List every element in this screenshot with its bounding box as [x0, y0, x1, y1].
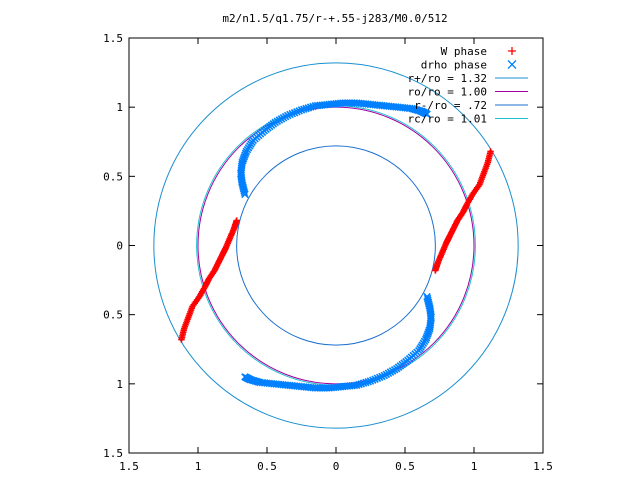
- x-tick-label-1: 1: [195, 460, 202, 473]
- chart-title: m2/n1.5/q1.75/r-+.55-j283/M0.0/512: [222, 12, 447, 25]
- legend-label-5: rc/ro = 1.01: [408, 113, 487, 126]
- circle-0: [153, 62, 519, 429]
- y-tick-label-1: 1: [116, 101, 123, 114]
- legend-label-3: ro/ro = 1.00: [408, 86, 487, 99]
- legend-label-4: r-/ro = .72: [414, 99, 487, 112]
- legend-marker-1: [507, 60, 517, 69]
- point-1-0-23: [241, 149, 250, 158]
- x-tick-label-6: 1.5: [533, 460, 553, 473]
- x-tick-label-3: 0: [333, 460, 340, 473]
- point-1-0-114: [423, 110, 431, 118]
- series-drho-phase: [237, 99, 435, 392]
- y-tick-label-2: 0.5: [103, 170, 123, 183]
- point-0-1-78: [233, 217, 240, 224]
- x-tick-label-4: 0.5: [395, 460, 415, 473]
- y-tick-label-0: 1.5: [103, 32, 123, 45]
- circle-2: [236, 145, 436, 346]
- y-tick-label-3: 0: [116, 240, 123, 253]
- legend-label-0: W phase: [441, 45, 487, 58]
- tick-labels: 1.5 1 0.5 0 0.5 1 1.51.510.500.511.5: [103, 32, 553, 473]
- y-tick-label-5: 1: [116, 378, 123, 391]
- point-1-1-114: [241, 373, 249, 381]
- series-w-phase: [178, 148, 494, 343]
- y-tick-label-6: 1.5: [103, 447, 123, 460]
- circle-1: [197, 106, 475, 385]
- legend-label-2: r+/ro = 1.32: [408, 72, 487, 85]
- x-tick-label-0: 1.5: [119, 460, 139, 473]
- legend-label-1: drho phase: [421, 59, 487, 72]
- phase-series: [178, 99, 494, 392]
- x-tick-label-5: 1: [471, 460, 478, 473]
- x-tick-label-2: 0.5: [257, 460, 277, 473]
- point-0-0-78: [432, 267, 439, 274]
- point-1-1-23: [422, 333, 431, 342]
- y-tick-label-4: 0.5: [103, 309, 123, 322]
- legend-marker-0: [508, 47, 516, 55]
